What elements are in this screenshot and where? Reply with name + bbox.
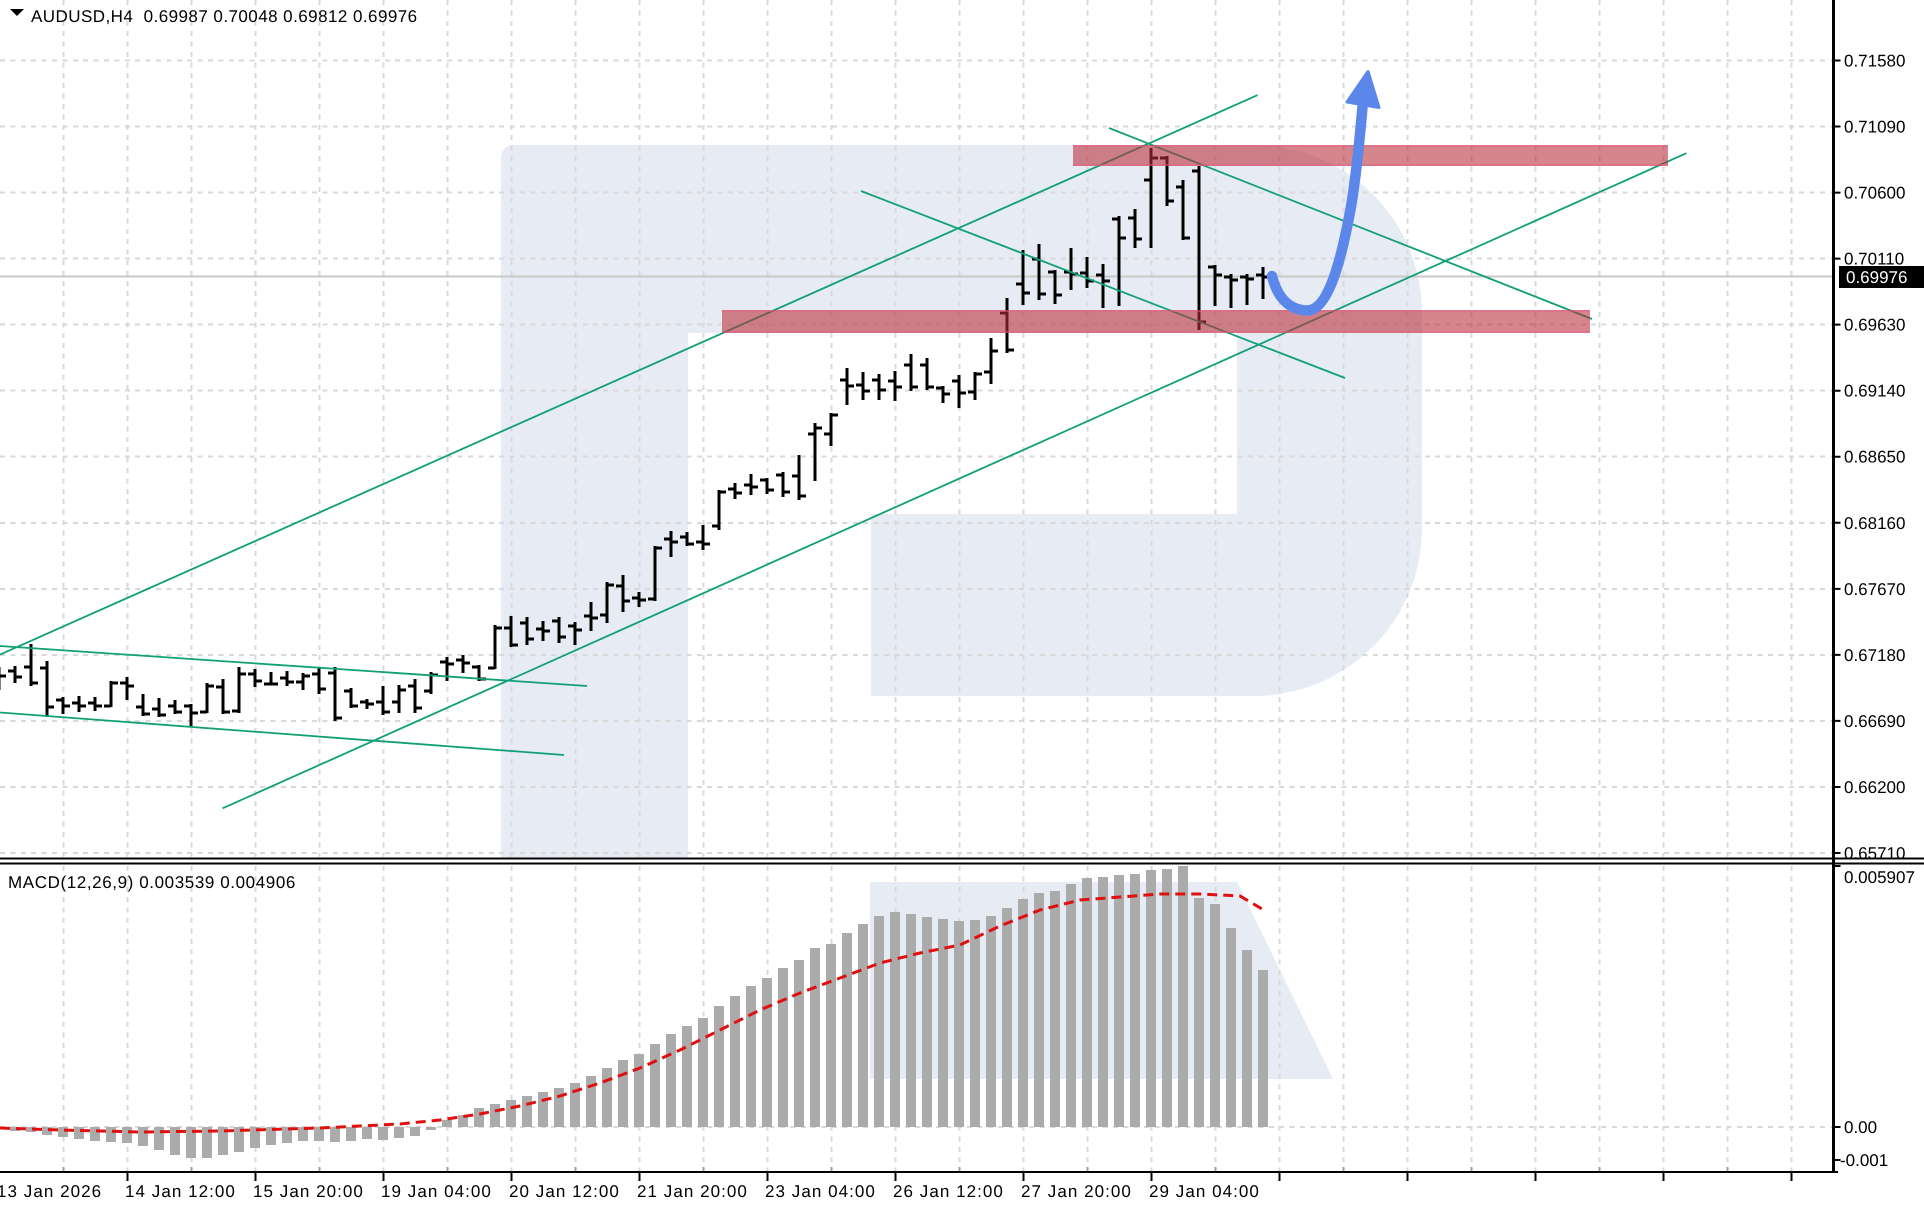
svg-text:0.67180: 0.67180 [1844, 646, 1905, 665]
svg-text:AUDUSD,H4 0.69987 0.70048 0.6: AUDUSD,H4 0.69987 0.70048 0.69812 0.6997… [31, 7, 418, 26]
svg-text:0.71580: 0.71580 [1844, 52, 1905, 71]
svg-text:0.69630: 0.69630 [1844, 316, 1905, 335]
svg-text:0.67670: 0.67670 [1844, 580, 1905, 599]
svg-text:0.70110: 0.70110 [1844, 250, 1904, 269]
svg-text:MACD(12,26,9) 0.003539 0.00490: MACD(12,26,9) 0.003539 0.004906 [8, 873, 296, 892]
svg-text:0.66690: 0.66690 [1844, 712, 1905, 731]
svg-text:23 Jan 04:00: 23 Jan 04:00 [765, 1182, 876, 1201]
svg-text:0.70600: 0.70600 [1844, 184, 1905, 203]
svg-text:0.00: 0.00 [1844, 1118, 1877, 1137]
svg-text:0.65710: 0.65710 [1844, 844, 1905, 863]
svg-text:27 Jan 20:00: 27 Jan 20:00 [1021, 1182, 1132, 1201]
svg-text:14 Jan 12:00: 14 Jan 12:00 [125, 1182, 236, 1201]
svg-text:0.68650: 0.68650 [1844, 448, 1905, 467]
svg-text:21 Jan 20:00: 21 Jan 20:00 [637, 1182, 748, 1201]
svg-text:29 Jan 04:00: 29 Jan 04:00 [1149, 1182, 1260, 1201]
svg-text:0.69140: 0.69140 [1844, 382, 1905, 401]
svg-text:15 Jan 20:00: 15 Jan 20:00 [253, 1182, 364, 1201]
svg-text:0.005907: 0.005907 [1844, 868, 1915, 887]
svg-text:0.66200: 0.66200 [1844, 778, 1905, 797]
svg-text:-0.001: -0.001 [1840, 1151, 1888, 1170]
svg-text:20 Jan 12:00: 20 Jan 12:00 [509, 1182, 620, 1201]
svg-text:19 Jan 04:00: 19 Jan 04:00 [381, 1182, 492, 1201]
svg-text:0.68160: 0.68160 [1844, 514, 1905, 533]
svg-text:0.71090: 0.71090 [1844, 118, 1905, 137]
svg-text:26 Jan 12:00: 26 Jan 12:00 [893, 1182, 1004, 1201]
svg-text:13 Jan 2026: 13 Jan 2026 [0, 1182, 102, 1201]
svg-text:0.69976: 0.69976 [1846, 268, 1907, 287]
